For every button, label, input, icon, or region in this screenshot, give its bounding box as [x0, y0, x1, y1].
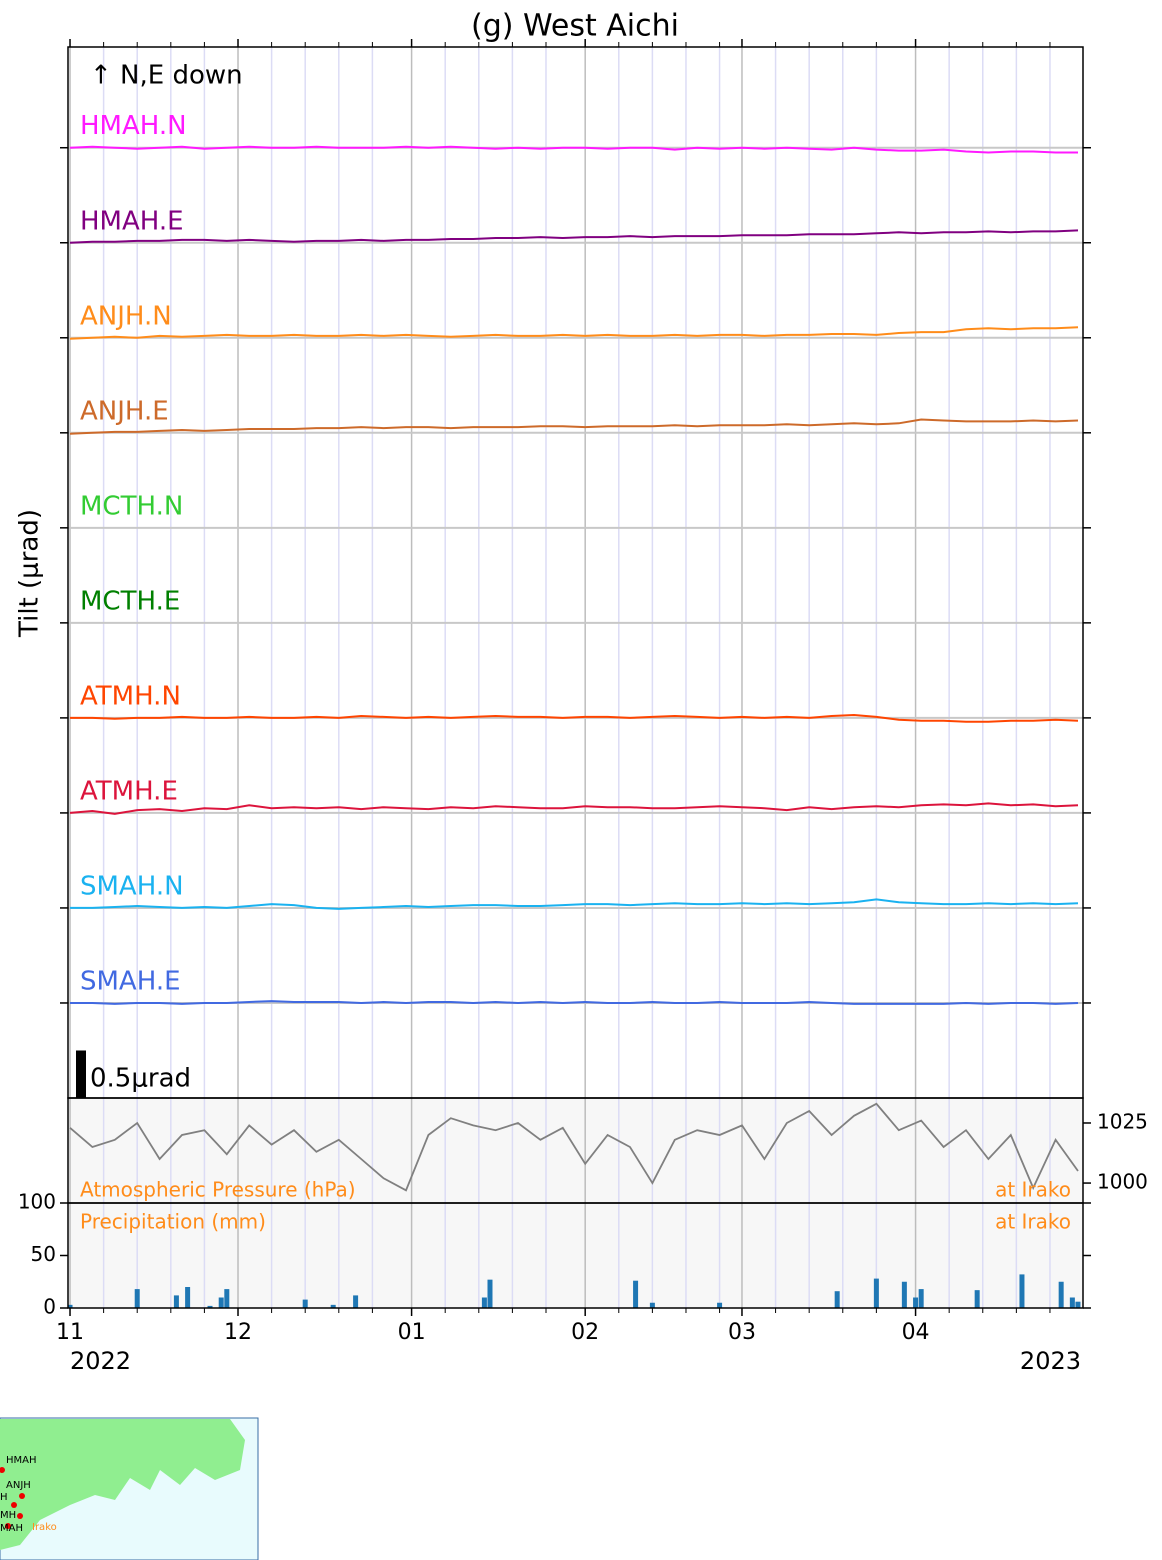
y-tick-label: 100	[18, 1190, 56, 1214]
x-tick-label: 04	[902, 1320, 930, 1345]
bar	[1069, 1297, 1075, 1308]
bar	[207, 1305, 213, 1308]
plot: 11 12 01 02 03 04 HMAH.N HMAH.E ANJH.N ANJH.E MCTH…	[18, 39, 1148, 1345]
scale-bar-label: 0.5μrad	[90, 1064, 191, 1094]
bar	[913, 1297, 919, 1308]
y-tick-label: 0	[43, 1295, 56, 1319]
panel-frame	[67, 46, 1084, 1099]
bar	[487, 1279, 493, 1308]
chart-title: (g) West Aichi	[471, 9, 679, 44]
y2-tick-label: 1000	[1097, 1170, 1148, 1194]
map-label: ANJH	[6, 1480, 31, 1491]
pressure-label: Atmospheric Pressure (hPa)	[80, 1178, 356, 1202]
series-label: HMAH.N	[80, 111, 187, 141]
bar	[901, 1281, 907, 1308]
x-tick-label: 11	[56, 1320, 84, 1345]
bar	[218, 1297, 224, 1308]
series-label: MCTH.E	[80, 586, 180, 616]
bar	[134, 1289, 140, 1308]
tilt-line	[69, 418, 1079, 435]
x-tick-label: 12	[224, 1320, 252, 1345]
map-inset: HMAH ANJH H MH MAH Irako	[0, 1417, 259, 1560]
series-label: ATMH.N	[80, 681, 181, 711]
bar	[1058, 1281, 1064, 1308]
bar	[1075, 1301, 1081, 1308]
station-dot	[17, 1513, 23, 1519]
bar	[873, 1278, 879, 1308]
bar	[834, 1291, 840, 1308]
precip-station-label: at Irako	[995, 1210, 1071, 1234]
series-label: HMAH.E	[80, 206, 184, 236]
bar	[302, 1299, 308, 1308]
tilt-line	[69, 326, 1079, 340]
bar	[918, 1289, 924, 1308]
bar	[353, 1295, 359, 1308]
precip-label: Precipitation (mm)	[80, 1210, 266, 1234]
x-tick-label: 03	[728, 1320, 756, 1345]
x-tick-label: 02	[571, 1320, 599, 1345]
map-label: MH	[0, 1510, 16, 1521]
tilt-line	[70, 713, 1079, 723]
tilt-line	[69, 229, 1079, 244]
bar	[330, 1304, 336, 1308]
bar	[173, 1295, 179, 1308]
tilt-line	[70, 1000, 1079, 1005]
tilt-line	[70, 898, 1079, 910]
map-label: HMAH	[6, 1455, 37, 1466]
map-label: H	[0, 1492, 8, 1503]
bar	[1019, 1274, 1025, 1308]
bar	[717, 1302, 723, 1308]
year-label: 2022	[70, 1347, 131, 1375]
station-dot	[0, 1467, 5, 1473]
station-dot	[11, 1502, 17, 1508]
bar	[224, 1289, 230, 1308]
tilt-line	[69, 802, 1079, 815]
bar	[185, 1287, 191, 1308]
series-label: ATMH.E	[80, 776, 178, 806]
panel-frame	[67, 1202, 1084, 1309]
year-label: 2023	[1020, 1347, 1081, 1375]
y-tick-label: 50	[31, 1242, 56, 1266]
map-label: Irako	[32, 1522, 57, 1533]
series-label: SMAH.N	[80, 871, 184, 901]
tilt-line	[69, 145, 1078, 154]
series-label: ANJH.N	[80, 301, 172, 331]
land	[0, 1419, 245, 1550]
bar	[649, 1302, 655, 1308]
series-label: SMAH.E	[80, 966, 181, 996]
y-axis-label: Tilt (μrad)	[15, 509, 45, 638]
map-label: MAH	[0, 1523, 23, 1534]
series-label: ANJH.E	[80, 396, 169, 426]
y2-tick-label: 1025	[1097, 1109, 1148, 1133]
station-dot	[19, 1493, 25, 1499]
scale-bar	[76, 1050, 86, 1098]
bar	[67, 1304, 73, 1308]
pressure-station-label: at Irako	[995, 1178, 1071, 1202]
station-dot	[5, 1523, 11, 1529]
pressure-line	[69, 1102, 1079, 1192]
series-label: MCTH.N	[80, 491, 183, 521]
bar	[974, 1290, 980, 1308]
bar	[633, 1280, 639, 1308]
x-tick-label: 01	[398, 1320, 426, 1345]
annotation: ↑ N,E down	[90, 61, 243, 91]
bar	[481, 1297, 487, 1308]
